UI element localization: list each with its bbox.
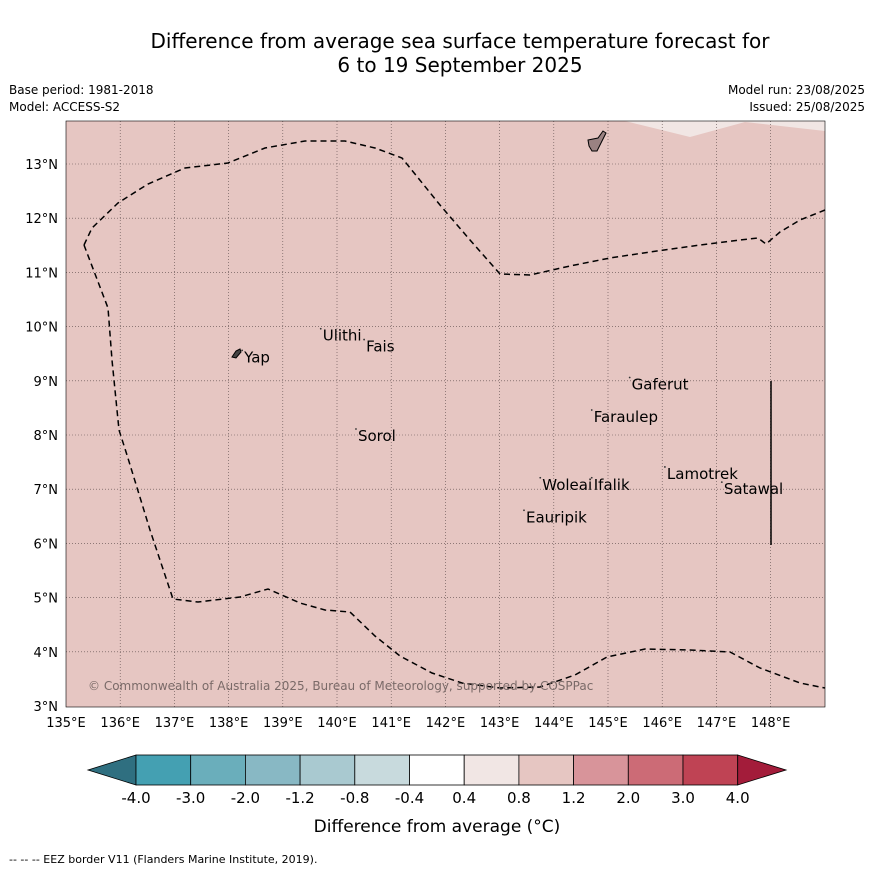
map-frame bbox=[65, 120, 826, 708]
longitude-label: 142°E bbox=[426, 716, 466, 731]
eez-border-north bbox=[83, 140, 826, 276]
colorbar-tick: -2.0 bbox=[231, 789, 260, 807]
island-marker bbox=[664, 466, 666, 468]
colorbar-tick: 0.8 bbox=[507, 789, 531, 807]
island-marker bbox=[523, 509, 525, 512]
colorbar-tick: 3.0 bbox=[671, 789, 695, 807]
eez-footnote: -- -- -- EEZ border V11 (Flanders Marine… bbox=[9, 853, 318, 866]
colorbar-tick: 4.0 bbox=[726, 789, 750, 807]
longitude-label: 140°E bbox=[317, 716, 357, 731]
longitude-label: 135°E bbox=[46, 716, 86, 731]
latitude-label: 12°N bbox=[25, 212, 58, 227]
colorbar-title: Difference from average (°C) bbox=[314, 817, 561, 837]
island-marker bbox=[363, 338, 365, 341]
colorbar bbox=[86, 754, 788, 786]
base-period: Base period: 1981-2018 bbox=[9, 83, 154, 97]
longitude-label: 148°E bbox=[751, 716, 791, 731]
longitude-label: 137°E bbox=[155, 716, 195, 731]
longitude-label: 144°E bbox=[534, 716, 574, 731]
anomaly-light-patch bbox=[625, 121, 825, 137]
latitude-tick-labels: 13°N 12°N 11°N 10°N 9°N 8°N 7°N 6°N 5°N 4°N 3°N bbox=[25, 158, 58, 715]
place-label-eauripik: Eauripik bbox=[526, 508, 587, 526]
longitude-label: 136°E bbox=[100, 716, 140, 731]
latitude-label: 7°N bbox=[34, 483, 59, 498]
place-label-lamotrek: Lamotrek bbox=[667, 465, 738, 483]
colorbar-tick: -1.2 bbox=[285, 789, 314, 807]
place-label-satawal: Satawal bbox=[724, 480, 783, 498]
issued-date: Issued: 25/08/2025 bbox=[749, 100, 865, 114]
colorbar-bin bbox=[627, 754, 684, 786]
colorbar-bin bbox=[409, 754, 465, 786]
map-title-line1: Difference from average sea surface temp… bbox=[150, 29, 770, 53]
yap-island bbox=[231, 348, 242, 359]
colorbar-low-extension bbox=[86, 754, 137, 786]
colorbar-bin bbox=[190, 754, 246, 786]
island-marker bbox=[590, 409, 593, 411]
colorbar-bin bbox=[244, 754, 301, 786]
colorbar-tick: 1.2 bbox=[562, 789, 586, 807]
eez-border bbox=[83, 244, 826, 689]
latitude-label: 10°N bbox=[25, 321, 58, 336]
island-marker bbox=[539, 476, 542, 479]
model-name: Model: ACCESS-S2 bbox=[9, 100, 121, 114]
longitude-label: 139°E bbox=[263, 716, 303, 731]
place-label-gaferut: Gaferut bbox=[632, 376, 689, 394]
graticule bbox=[66, 121, 825, 707]
longitude-label: 138°E bbox=[209, 716, 249, 731]
colorbar-high-extension bbox=[737, 754, 788, 786]
longitude-tick-labels: 135°E 136°E 137°E 138°E 139°E 140°E 141°E 142°E… bbox=[46, 716, 790, 731]
place-label-woleai: Woleai bbox=[542, 476, 592, 494]
island-marker bbox=[628, 376, 631, 379]
colorbar-tick: -4.0 bbox=[121, 789, 150, 807]
colorbar-tick: -0.4 bbox=[395, 789, 424, 807]
island-marker bbox=[720, 481, 723, 484]
colorbar-bin bbox=[682, 754, 739, 786]
place-label-faraulep: Faraulep bbox=[594, 408, 658, 426]
island-marker bbox=[241, 349, 244, 352]
map-title-line2: 6 to 19 September 2025 bbox=[337, 53, 583, 77]
map-background bbox=[66, 121, 825, 707]
colorbar-bin bbox=[518, 754, 575, 786]
place-label-fais: Fais bbox=[366, 338, 395, 356]
colorbar-bin bbox=[135, 754, 192, 786]
latitude-label: 3°N bbox=[34, 700, 59, 715]
longitude-label: 141°E bbox=[371, 716, 411, 731]
colorbar-bin bbox=[463, 754, 520, 786]
longitude-label: 146°E bbox=[642, 716, 682, 731]
colorbar-tick: 2.0 bbox=[616, 789, 640, 807]
place-label-sorol: Sorol bbox=[358, 427, 396, 445]
latitude-label: 4°N bbox=[34, 646, 59, 661]
latitude-label: 11°N bbox=[25, 266, 58, 281]
latitude-label: 9°N bbox=[34, 375, 59, 390]
longitude-label: 143°E bbox=[480, 716, 520, 731]
guam-island bbox=[587, 130, 607, 152]
latitude-label: 13°N bbox=[25, 158, 58, 173]
colorbar-tick-labels: -4.0 -3.0 -2.0 -1.2 -0.8 -0.4 0.4 0.8 1.2 2.0 3.0 4… bbox=[121, 789, 749, 807]
longitude-label: 145°E bbox=[588, 716, 628, 731]
island-marker bbox=[590, 476, 593, 479]
latitude-label: 8°N bbox=[34, 429, 59, 444]
colorbar-bin bbox=[573, 754, 629, 786]
colorbar-tick: -0.8 bbox=[340, 789, 369, 807]
place-label-ulithi: Ulithi bbox=[323, 327, 362, 345]
model-run: Model run: 23/08/2025 bbox=[727, 83, 865, 97]
island-marker bbox=[355, 428, 357, 430]
place-label-yap: Yap bbox=[243, 348, 270, 366]
longitude-label: 147°E bbox=[697, 716, 737, 731]
colorbar-tick: 0.4 bbox=[452, 789, 476, 807]
place-label-ifalik: Ifalik bbox=[594, 476, 630, 494]
colorbar-bin bbox=[299, 754, 356, 786]
latitude-label: 5°N bbox=[34, 592, 59, 607]
colorbar-bin bbox=[354, 754, 410, 786]
island-marker bbox=[319, 327, 322, 330]
copyright-notice: © Commonwealth of Australia 2025, Bureau… bbox=[88, 679, 593, 693]
latitude-label: 6°N bbox=[34, 537, 59, 552]
colorbar-tick: -3.0 bbox=[176, 789, 205, 807]
